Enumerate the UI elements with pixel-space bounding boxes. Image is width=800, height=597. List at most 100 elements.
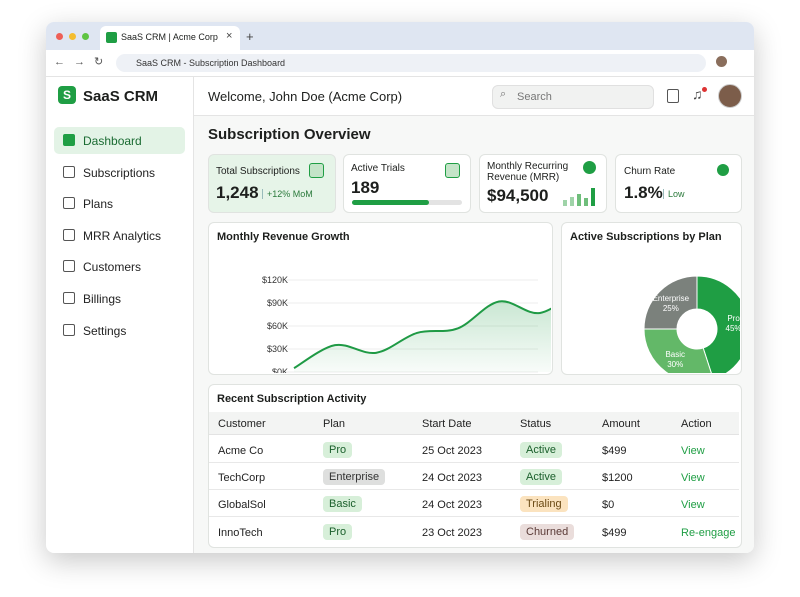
tab[interactable] — [100, 26, 240, 50]
kpi-icon — [583, 161, 596, 174]
chart-title: Monthly Revenue Growth — [217, 231, 350, 243]
bell-icon[interactable]: ♫ — [692, 86, 703, 102]
cell: InnoTech — [218, 526, 263, 539]
nav-active — [54, 127, 185, 154]
logo: S — [58, 86, 76, 104]
nav-icon — [63, 165, 75, 178]
favicon — [106, 32, 117, 43]
nav-buttons[interactable]: ←→↻ — [54, 56, 113, 68]
cell: $0 — [602, 499, 615, 512]
nav-item[interactable]: Customers — [83, 260, 142, 275]
kpi-card — [615, 154, 742, 213]
nav-item[interactable]: Subscriptions — [83, 165, 156, 180]
column-header: Plan — [323, 418, 346, 430]
column-header: Start Date — [422, 418, 472, 430]
sidebar — [46, 77, 194, 553]
cell: TechCorp — [218, 472, 266, 485]
cell: 23 Oct 2023 — [422, 526, 482, 539]
address-bar[interactable] — [116, 54, 706, 72]
column-header: Status — [520, 418, 552, 430]
browser-window: SaaS CRM | Acme Corp × + ←→↻ SaaS CRM - … — [46, 22, 754, 553]
kpi-value: 189 — [351, 178, 380, 197]
tab-close[interactable]: × — [226, 30, 233, 42]
area — [294, 301, 551, 372]
kpi-icon — [309, 163, 324, 178]
cell: GlobalSol — [218, 499, 266, 512]
new-tab[interactable]: + — [246, 29, 254, 44]
nav-item[interactable]: Settings — [83, 323, 127, 338]
nav-icon — [63, 260, 75, 273]
cell: 24 Oct 2023 — [422, 499, 482, 512]
profile-icon[interactable] — [716, 56, 727, 67]
kpi-note: +12% MoM — [262, 189, 313, 199]
kpi-label: Active Trials — [351, 163, 405, 174]
welcome: Welcome, John Doe (Acme Corp) — [208, 89, 403, 104]
nav-icon — [63, 134, 75, 146]
address-text: SaaS CRM - Subscription Dashboard — [136, 58, 286, 68]
page-title: Subscription Overview — [208, 126, 371, 143]
panel-icon[interactable] — [667, 89, 679, 103]
slice-value: 25% — [663, 304, 679, 313]
tag: Active — [520, 442, 562, 458]
column-header: Customer — [218, 418, 266, 430]
nav-icon — [63, 323, 75, 336]
row-divider — [209, 516, 739, 518]
table-title: Recent Subscription Activity — [217, 393, 367, 405]
cell: 25 Oct 2023 — [422, 445, 482, 457]
kpi-label: Monthly Recurring Revenue (MRR) — [487, 161, 569, 183]
tag: Enterprise — [323, 469, 386, 486]
tag: Churned — [520, 523, 575, 540]
kpi-icon — [717, 164, 729, 176]
pie-slice — [643, 328, 712, 373]
slice-value: 45% — [726, 324, 740, 333]
close-dot[interactable] — [56, 33, 63, 40]
column-header: Amount — [602, 418, 640, 430]
y-tick-label: $0K — [272, 367, 288, 373]
tag: Pro — [323, 523, 353, 540]
search-placeholder: Search — [517, 91, 552, 103]
action-link[interactable]: Re-engage — [681, 526, 736, 539]
slice-label: Basic — [665, 350, 685, 359]
kpi-value: 1.8% — [624, 183, 663, 202]
y-tick-label: $30K — [267, 344, 288, 354]
action-link[interactable]: View — [681, 445, 705, 457]
nav-item[interactable]: Billings — [83, 292, 122, 306]
search-box[interactable] — [492, 85, 654, 109]
kpi-value: 1,248 — [216, 183, 259, 202]
slice-value: 30% — [667, 360, 683, 369]
avatar[interactable] — [718, 84, 742, 108]
tab-title: SaaS CRM | Acme Corp — [121, 32, 218, 42]
nav-item[interactable]: Dashboard — [83, 134, 142, 148]
kpi-value: $94,500 — [487, 186, 549, 205]
action-link[interactable]: View — [681, 472, 705, 485]
search-icon: ⌕ — [500, 88, 507, 100]
min-dot[interactable] — [69, 33, 76, 40]
cell: $499 — [602, 526, 627, 539]
kpi-icon — [445, 163, 460, 178]
slice-label: Enterprise — [653, 294, 690, 303]
header — [194, 77, 754, 116]
cell: $1200 — [602, 472, 633, 485]
row-divider — [209, 462, 739, 463]
pie-slice — [696, 275, 740, 373]
tag: Trialing — [520, 496, 568, 513]
row-divider — [209, 489, 739, 491]
progress-fill — [352, 200, 429, 205]
action-link[interactable]: View — [681, 499, 705, 512]
max-dot[interactable] — [82, 33, 89, 40]
column-header: Action — [681, 418, 712, 430]
pie-slice — [643, 275, 698, 330]
nav-item[interactable]: MRR Analytics — [83, 228, 162, 243]
table-header — [209, 412, 739, 435]
cell: 24 Oct 2023 — [422, 472, 482, 485]
cell: $499 — [602, 445, 627, 457]
nav-item[interactable]: Plans — [83, 197, 114, 212]
nav-icon — [63, 228, 75, 241]
y-tick-label: $60K — [267, 321, 288, 331]
tag: Pro — [323, 442, 353, 458]
sparkbars-icon — [563, 188, 595, 206]
progress-track — [352, 200, 462, 205]
kpi-label: Churn Rate — [624, 166, 676, 177]
